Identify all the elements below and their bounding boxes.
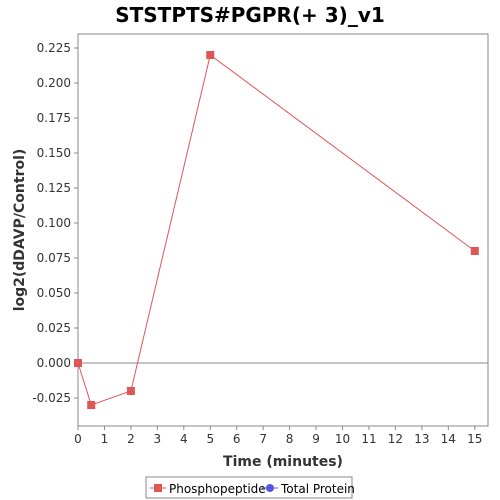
y-tick-label: 0.150 bbox=[37, 146, 71, 160]
x-tick-label: 14 bbox=[441, 432, 456, 446]
y-tick-label: 0.200 bbox=[37, 76, 71, 90]
x-tick-label: 3 bbox=[154, 432, 162, 446]
y-tick-label: 0.050 bbox=[37, 286, 71, 300]
x-tick-label: 11 bbox=[361, 432, 376, 446]
x-tick-label: 12 bbox=[388, 432, 403, 446]
x-tick-label: 10 bbox=[335, 432, 350, 446]
legend-phosphopeptide-label: Phosphopeptide bbox=[169, 482, 266, 496]
x-tick-label: 1 bbox=[101, 432, 109, 446]
plot-area bbox=[77, 33, 489, 427]
y-axis-label: log2(dDAVP/Control) bbox=[12, 149, 28, 312]
y-tick-label: 0.125 bbox=[37, 181, 71, 195]
y-tick-label: 0.100 bbox=[37, 216, 71, 230]
x-tick-label: 2 bbox=[127, 432, 135, 446]
x-tick-label: 13 bbox=[414, 432, 429, 446]
y-axis-ticks: -0.025 0.000 0.025 0.050 0.075 0.100 0.125 0.15… bbox=[32, 41, 78, 405]
x-tick-label: 4 bbox=[180, 432, 188, 446]
x-tick-label: 8 bbox=[286, 432, 294, 446]
legend-total-protein-label: Total Protein bbox=[280, 482, 355, 496]
y-tick-label: 0.000 bbox=[37, 356, 71, 370]
data-point bbox=[126, 387, 135, 395]
x-axis-ticks: 0 1 2 3 4 5 6 7 8 9 10 11 12 13 14 15 bbox=[74, 426, 482, 446]
x-tick-label: 15 bbox=[467, 432, 482, 446]
series-layer bbox=[74, 51, 479, 409]
y-tick-label: 0.175 bbox=[37, 111, 71, 125]
legend: Phosphopeptide Total Protein bbox=[145, 476, 355, 499]
y-tick-label: -0.025 bbox=[32, 391, 71, 405]
data-point bbox=[87, 401, 96, 409]
data-point bbox=[74, 359, 82, 367]
x-tick-label: 6 bbox=[233, 432, 241, 446]
y-tick-label: 0.225 bbox=[37, 41, 71, 55]
y-tick-label: 0.025 bbox=[37, 321, 71, 335]
data-point bbox=[470, 247, 479, 255]
legend-box bbox=[145, 476, 353, 499]
x-tick-label: 9 bbox=[312, 432, 320, 446]
legend-phosphopeptide-marker bbox=[154, 484, 162, 492]
x-tick-label: 5 bbox=[206, 432, 214, 446]
x-tick-label: 7 bbox=[259, 432, 267, 446]
x-axis-label: Time (minutes) bbox=[223, 454, 343, 470]
data-point bbox=[206, 51, 215, 59]
legend-total-protein-marker bbox=[266, 484, 274, 492]
chart-title: STSTPTS#PGPR(+ 3)_v1 bbox=[115, 3, 385, 27]
y-tick-label: 0.075 bbox=[37, 251, 71, 265]
x-tick-label: 0 bbox=[74, 432, 82, 446]
